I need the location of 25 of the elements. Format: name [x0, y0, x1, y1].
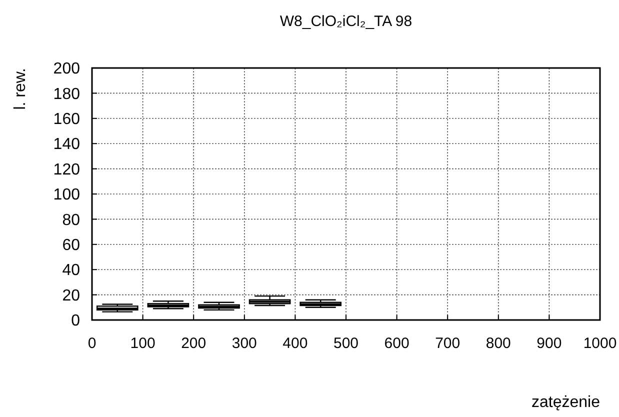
x-axis-title: zatężenie: [532, 394, 600, 411]
y-tick-label: 200: [53, 60, 80, 78]
y-tick-label: 20: [62, 287, 80, 304]
y-tick-label: 160: [53, 111, 80, 128]
y-tick-label: 140: [53, 136, 80, 154]
y-tick-label: 120: [53, 161, 80, 178]
x-tick-label: 800: [486, 335, 511, 352]
chart-title: W8_ClO₂iCl₂_TA 98: [280, 13, 412, 30]
x-tick-label: 400: [282, 335, 308, 352]
x-tick-label: 300: [232, 335, 257, 352]
y-tick-label: 80: [62, 212, 80, 229]
x-tick-label: 0: [88, 335, 96, 352]
x-tick-label: 600: [384, 335, 410, 352]
y-tick-label: 180: [53, 86, 80, 103]
y-tick-label: 60: [62, 237, 80, 254]
x-tick-label: 700: [435, 335, 460, 352]
x-tick-label: 200: [181, 335, 206, 352]
y-tick-label: 40: [62, 262, 80, 280]
x-tick-label: 500: [333, 335, 359, 352]
x-tick-label: 900: [536, 335, 562, 352]
y-tick-label: 100: [53, 186, 80, 204]
x-tick-label: 100: [130, 335, 156, 352]
y-tick-label: 0: [71, 312, 80, 330]
x-tick-label: 1000: [583, 335, 617, 352]
y-axis-title: l. rew.: [12, 68, 29, 110]
